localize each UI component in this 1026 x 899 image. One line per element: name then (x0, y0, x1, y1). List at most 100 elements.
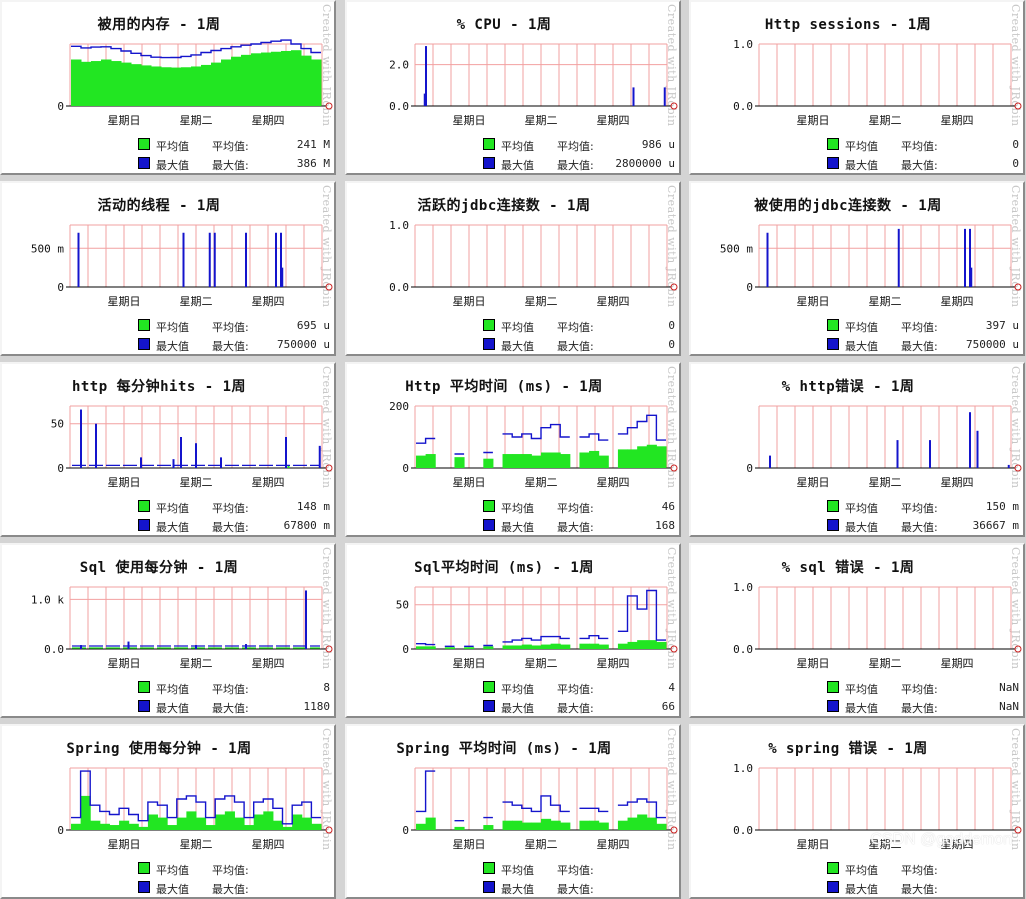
y-tick-label: 1.0 (389, 219, 409, 232)
max-line (416, 589, 666, 647)
legend-swatch (827, 500, 839, 512)
legend-swatch (827, 862, 839, 874)
avg-bar (646, 640, 657, 649)
avg-bar (282, 826, 293, 830)
chart-title: % CPU - 1周 (456, 17, 552, 33)
legend-value: NaN (999, 681, 1019, 694)
credit-label: Created with JRobin (320, 547, 333, 670)
legend-name: 平均值 (156, 140, 189, 153)
avg-bar (147, 814, 159, 830)
axis-arrow-icon (1014, 826, 1022, 834)
avg-bar (141, 65, 152, 106)
avg-bar (637, 814, 648, 830)
avg-bar (271, 51, 282, 106)
legend-name: 平均值 (501, 864, 534, 877)
legend-name: 平均值 (501, 502, 534, 515)
avg-bar (201, 64, 212, 106)
credit-label: Created with JRobin (320, 4, 333, 127)
chart-panel: 活跃的jdbc连接数 - 1周 Created with JRobin 1.0 0.0… (345, 181, 681, 356)
chart-title: Http sessions - 1周 (764, 17, 932, 33)
x-tick-label: 星期二 (180, 657, 213, 670)
legend-value: 695 u (296, 319, 330, 332)
x-tick-label: 星期四 (941, 838, 974, 851)
x-tick-label: 星期二 (180, 114, 213, 127)
avg-bar (646, 817, 657, 830)
x-tick-label: 星期二 (869, 114, 902, 127)
credit-label: Created with JRobin (665, 4, 678, 127)
legend-label: 最大值: (212, 521, 249, 534)
chart-title: Spring 使用每分钟 - 1周 (66, 741, 252, 757)
avg-bar (109, 825, 120, 830)
legend-swatch (138, 681, 150, 693)
legend-avg: 平均值 平均值: 148 m (138, 500, 330, 515)
avg-bar (589, 450, 600, 468)
avg-bar (80, 795, 91, 830)
chart-plot: 1.0 0.0 星期日 星期二 星期四 (733, 762, 1022, 851)
x-tick-label: 星期二 (180, 838, 213, 851)
max-line (416, 414, 666, 455)
avg-bar (512, 454, 523, 468)
x-tick-label: 星期日 (797, 295, 830, 308)
legend-swatch (483, 138, 495, 150)
legend-value: 1180 (303, 700, 331, 713)
avg-bar (241, 54, 252, 106)
x-tick-label: 星期日 (797, 114, 830, 127)
chart-plot: 1.0 k 0.0 星期日 星期二 星期四 (31, 586, 333, 670)
credit-label: Created with JRobin (1009, 547, 1022, 670)
avg-bar (627, 817, 638, 830)
avg-bar (598, 822, 609, 830)
legend-value: 2800000 u (615, 157, 675, 170)
legend-value: 150 m (985, 500, 1019, 513)
x-tick-label: 星期日 (108, 838, 141, 851)
legend-label: 平均值: (901, 683, 938, 696)
legend-swatch (827, 881, 839, 893)
avg-bar (221, 59, 232, 106)
x-tick-label: 星期二 (525, 295, 558, 308)
chart-title: % spring 错误 - 1周 (768, 741, 928, 757)
avg-bar (531, 455, 542, 468)
legend-avg: 平均值 平均值: 695 u (138, 319, 330, 334)
avg-bar (444, 647, 455, 649)
x-tick-label: 星期日 (797, 838, 830, 851)
axis-arrow-icon (670, 645, 678, 653)
legend-label: 最大值: (212, 159, 249, 172)
avg-bar (91, 61, 102, 106)
y-tick-label: 0 (57, 281, 64, 294)
avg-bar (151, 66, 162, 106)
x-tick-label: 星期二 (180, 476, 213, 489)
legend-avg: 平均值 平均值: (138, 862, 330, 877)
legend-name: 最大值 (501, 702, 534, 715)
avg-bar (311, 59, 322, 106)
legend-label: 平均值: (557, 683, 594, 696)
avg-bar (425, 454, 436, 468)
chart-panel: Spring 使用每分钟 - 1周 Created with JRobin 0 星期日… (0, 724, 336, 899)
legend-name: 平均值 (501, 140, 534, 153)
avg-bar (71, 823, 82, 830)
legend-name: 最大值 (156, 521, 189, 534)
chart-panel: % sql 错误 - 1周 Created with JRobin 1.0 0.0 星期… (689, 543, 1025, 718)
legend-label: 平均值: (212, 321, 249, 334)
credit-label: Created with JRobin (1009, 185, 1022, 308)
legend-label: 最大值: (901, 702, 938, 715)
legend-value: 241 M (296, 138, 330, 151)
avg-bar (211, 62, 222, 106)
legend-swatch (138, 319, 150, 331)
avg-bar (656, 641, 667, 649)
x-tick-label: 星期二 (869, 657, 902, 670)
credit-label: Created with JRobin (1009, 4, 1022, 127)
avg-bar (119, 820, 130, 830)
x-tick-label: 星期日 (108, 657, 141, 670)
chart-panel: 被用的内存 - 1周 Created with JRobin 0 星期日 星期二 星期四平… (0, 0, 336, 175)
credit-label: Created with JRobin (665, 547, 678, 670)
chart-title: 被使用的jdbc连接数 - 1周 (754, 198, 942, 214)
y-tick-label: 50 (51, 418, 64, 431)
legend-value: 0 (1012, 138, 1019, 151)
avg-bar (502, 645, 513, 649)
chart-title: 活动的线程 - 1周 (97, 198, 221, 214)
avg-bar (579, 820, 590, 830)
legend-swatch (138, 519, 150, 531)
avg-bar (483, 458, 494, 468)
legend-label: 平均值: (901, 502, 938, 515)
legend-avg: 平均值 平均值: 986 u (483, 138, 675, 153)
legend-label: 最大值: (212, 883, 249, 896)
